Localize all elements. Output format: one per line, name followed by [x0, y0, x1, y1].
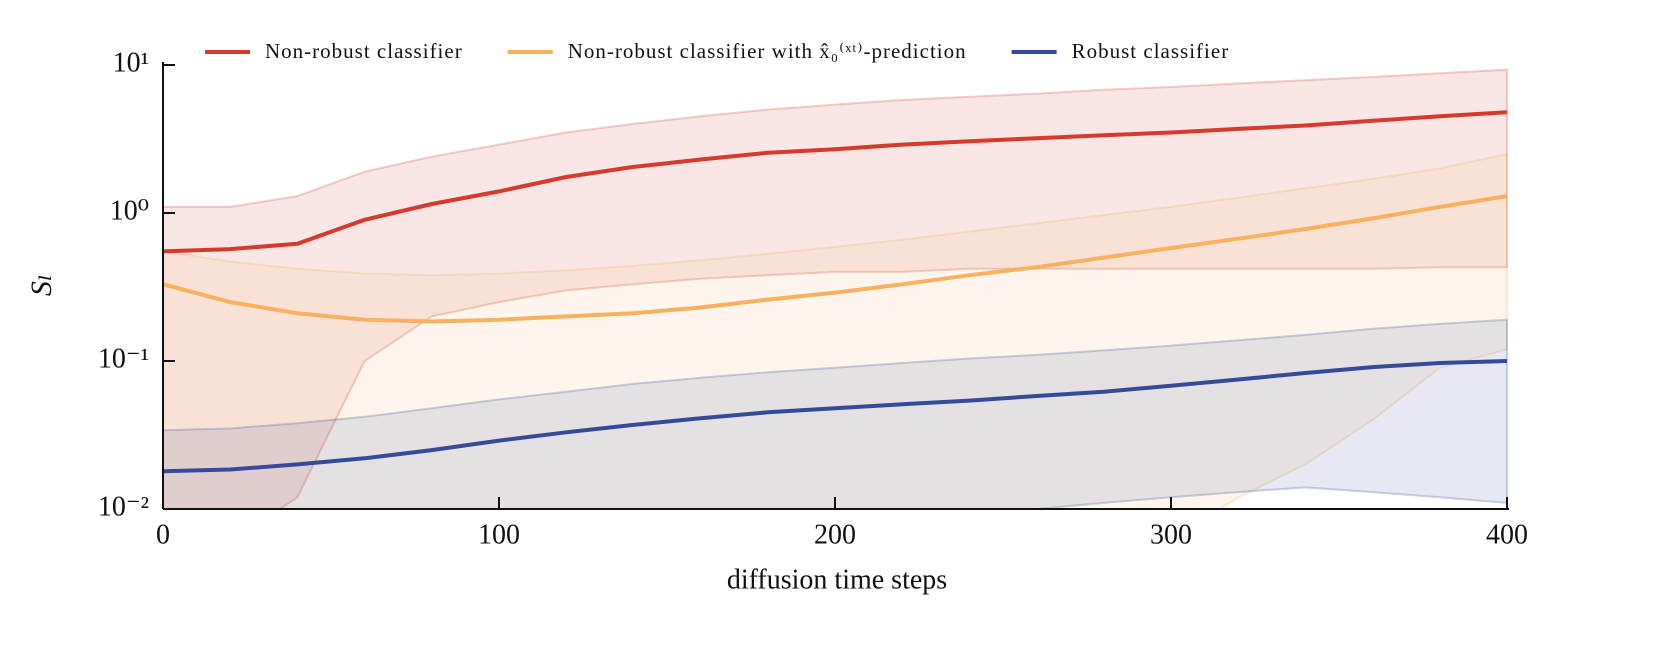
bands — [163, 68, 1508, 509]
x-tick-label: 300 — [1150, 519, 1192, 550]
x-tick-label: 0 — [156, 519, 170, 550]
y-tick-label: 10⁻¹ — [98, 343, 149, 374]
lines — [163, 110, 1508, 474]
x-axis-label: diffusion time steps — [727, 564, 947, 595]
y-tick-label: 10⁻² — [98, 491, 149, 522]
confidence-band — [163, 152, 1508, 509]
series-line — [163, 110, 1508, 254]
y-tick-label: 10⁰ — [110, 195, 149, 226]
series-line — [163, 194, 1508, 324]
legend-label: Non-robust classifier with x̂₀⁽ˣᵗ⁾-predi… — [568, 39, 967, 63]
x-tick-label: 200 — [814, 519, 856, 550]
y-axis-label: Sₗ — [25, 274, 58, 296]
x-tick-label: 400 — [1486, 519, 1528, 550]
legend-label: Non-robust classifier — [265, 39, 463, 63]
y-tick-label: 10¹ — [113, 47, 149, 78]
confidence-band — [163, 68, 1508, 509]
series-line — [163, 359, 1508, 474]
x-tick-label: 100 — [478, 519, 520, 550]
legend: Non-robust classifier Non-robust classifi… — [205, 39, 1230, 63]
legend-label: Robust classifier — [1072, 39, 1230, 63]
